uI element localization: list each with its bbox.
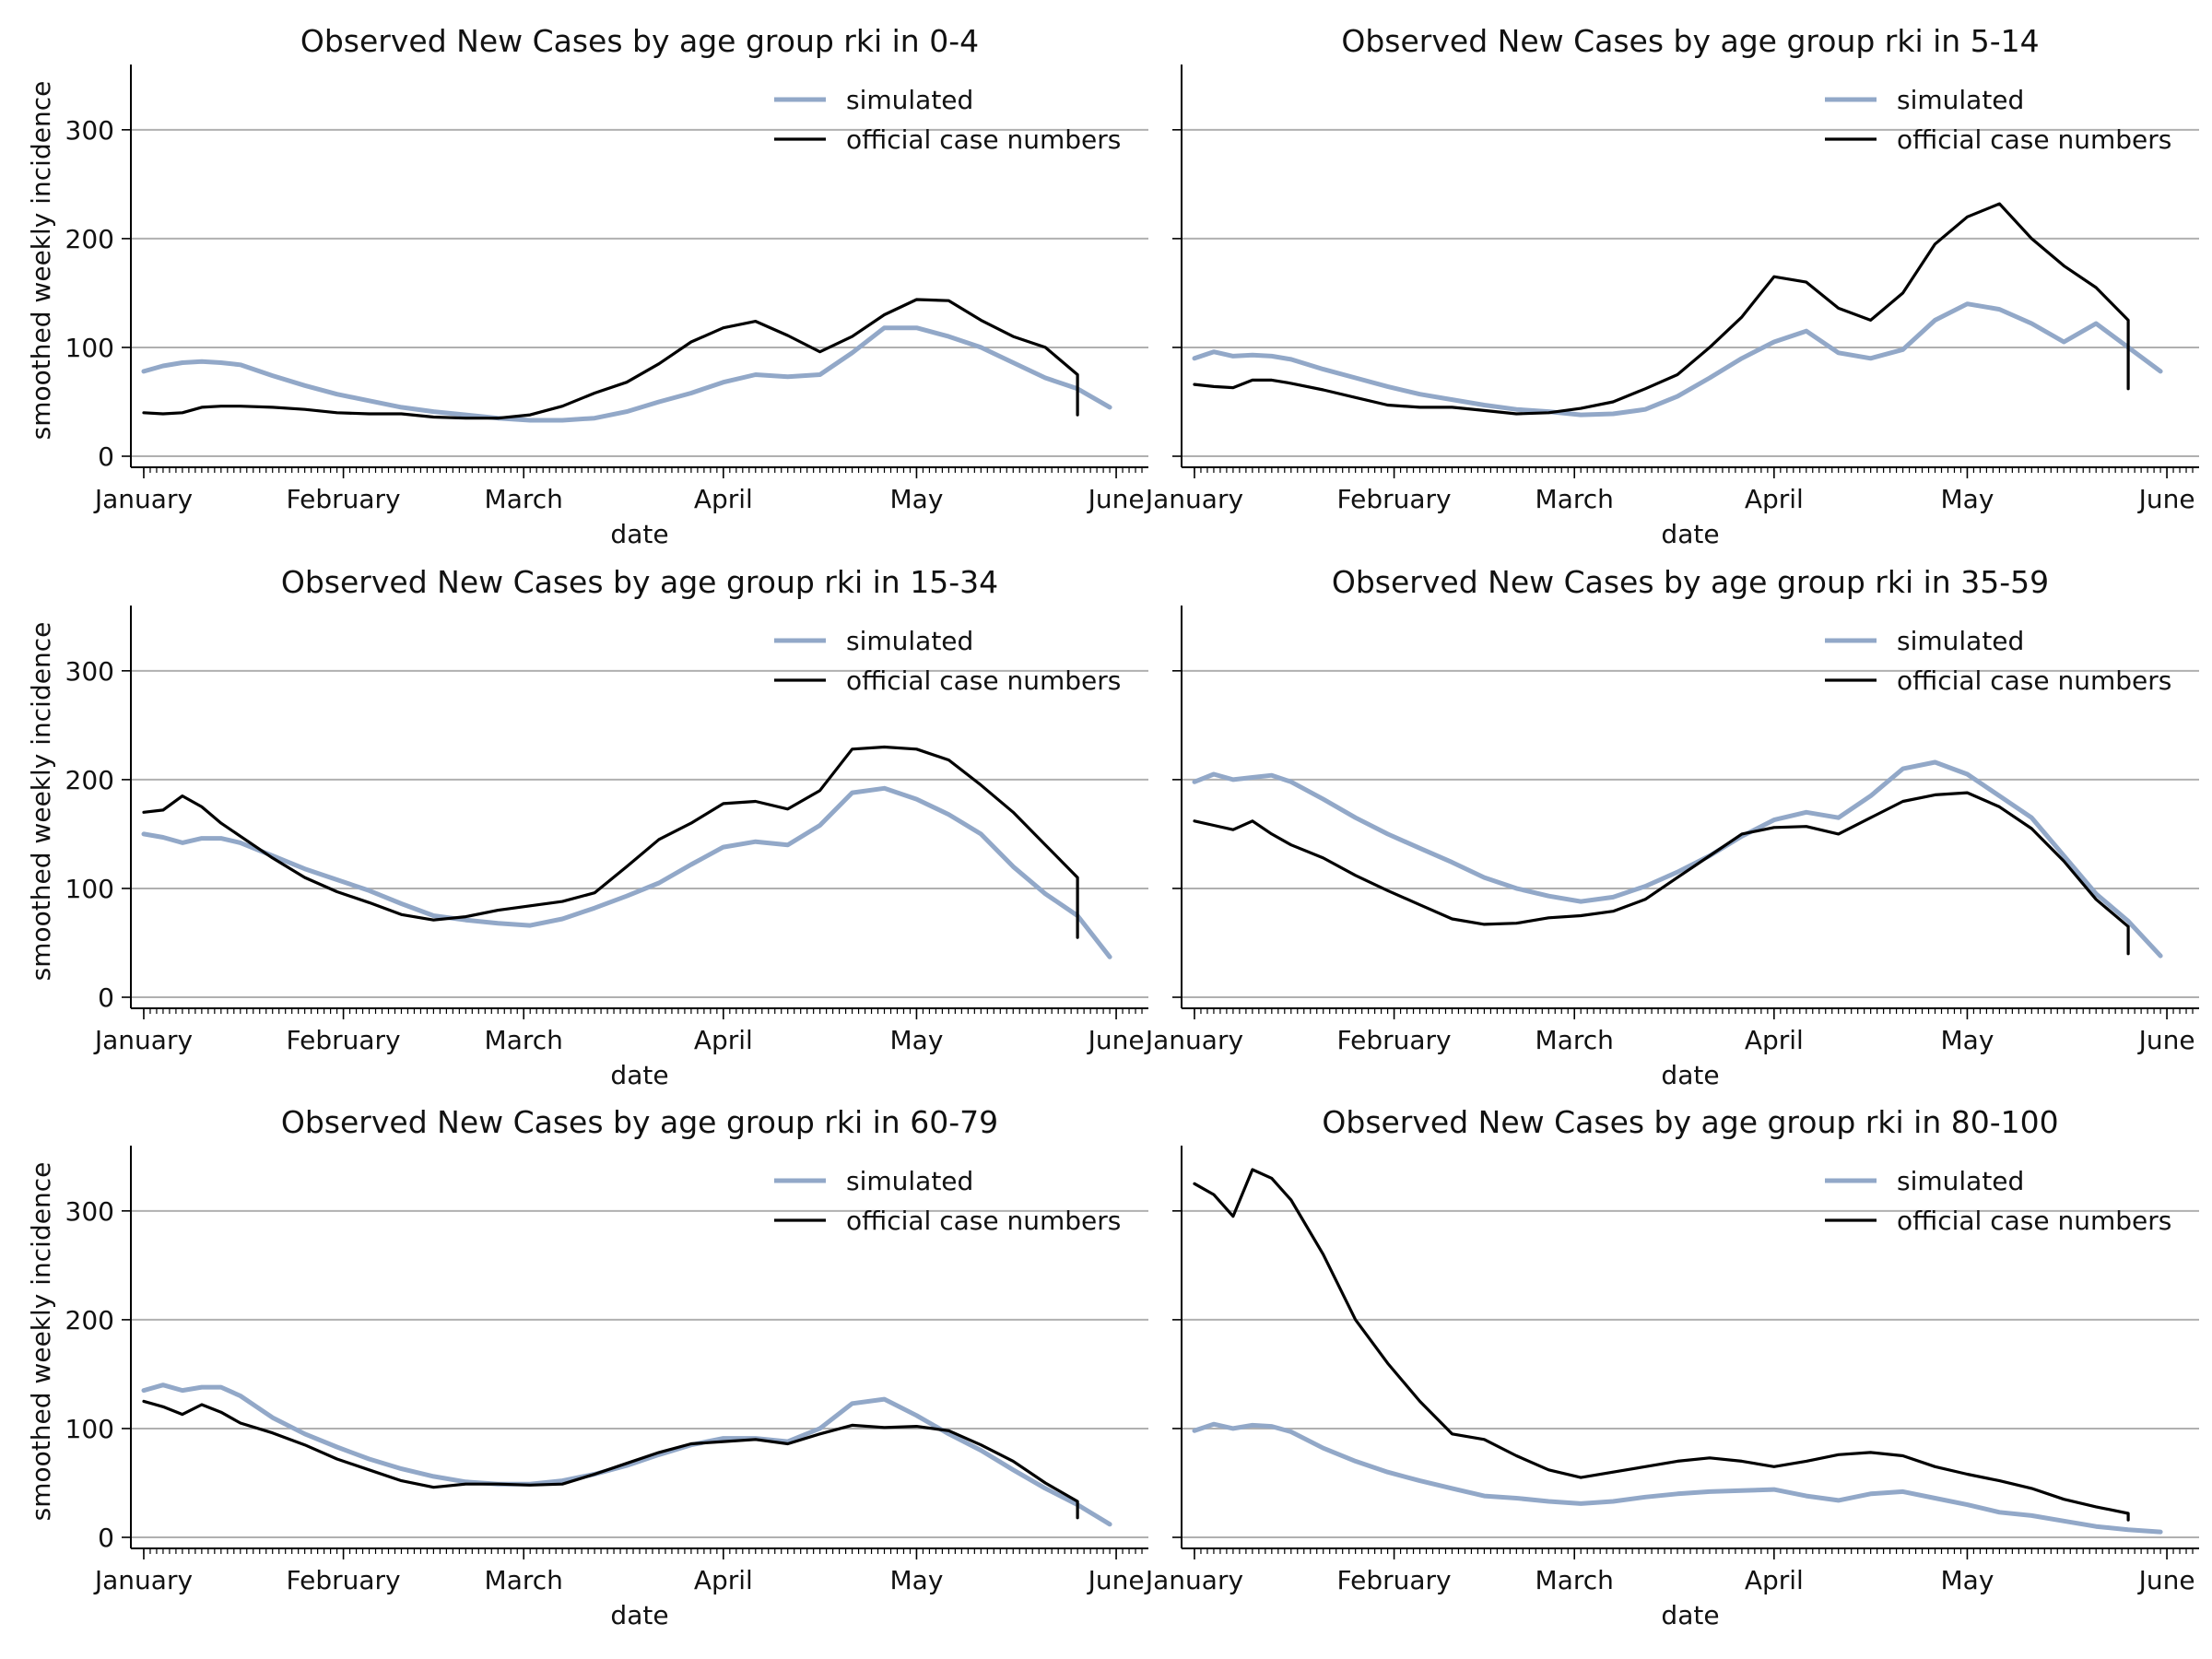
subplot-5: Observed New Cases by age group rki in 6… — [26, 1104, 1148, 1630]
x-tick-label: March — [485, 1025, 563, 1055]
legend-label: official case numbers — [1897, 1206, 2171, 1236]
subplot-4: Observed New Cases by age group rki in 3… — [1144, 564, 2199, 1090]
x-tick-label: March — [1535, 484, 1614, 514]
series-line-simulated — [1192, 759, 2163, 959]
subplot-title: Observed New Cases by age group rki in 3… — [1332, 564, 2049, 600]
legend-label: official case numbers — [1897, 665, 2171, 696]
legend-label: official case numbers — [846, 1206, 1121, 1236]
x-tick-label: February — [1337, 484, 1452, 514]
subplot-title: Observed New Cases by age group rki in 1… — [281, 564, 998, 600]
x-tick-label: January — [93, 1025, 193, 1055]
series-line-simulated — [141, 325, 1112, 423]
subplot-title: Observed New Cases by age group rki in 0… — [300, 23, 979, 59]
x-tick-label: May — [890, 484, 944, 514]
x-axis-label: date — [610, 519, 668, 549]
y-axis-label: smoothed weekly incidence — [26, 622, 56, 982]
y-tick-label: 100 — [65, 874, 114, 904]
x-axis-label: date — [1661, 519, 1719, 549]
x-tick-label: March — [1535, 1025, 1614, 1055]
legend-label: simulated — [846, 626, 973, 656]
x-tick-label: June — [2137, 484, 2195, 514]
y-tick-label: 100 — [65, 1414, 114, 1444]
series-line-official — [1193, 791, 2130, 956]
x-tick-label: January — [1144, 1025, 1243, 1055]
x-tick-label: April — [1745, 1025, 1804, 1055]
subplot-2: Observed New Cases by age group rki in 5… — [1144, 23, 2199, 549]
legend-label: official case numbers — [846, 124, 1121, 155]
x-axis-label: date — [1661, 1060, 1719, 1090]
x-tick-label: June — [1087, 1565, 1145, 1595]
x-tick-label: February — [287, 1025, 401, 1055]
x-tick-label: February — [287, 484, 401, 514]
y-tick-label: 200 — [65, 765, 114, 795]
x-tick-label: February — [1337, 1025, 1452, 1055]
x-tick-label: January — [93, 484, 193, 514]
x-tick-label: May — [890, 1565, 944, 1595]
x-tick-label: June — [1087, 1025, 1145, 1055]
legend-label: official case numbers — [846, 665, 1121, 696]
x-axis-label: date — [610, 1060, 668, 1090]
x-axis-label: date — [610, 1600, 668, 1630]
y-tick-label: 300 — [65, 115, 114, 146]
x-tick-label: April — [694, 1025, 753, 1055]
x-tick-label: May — [1941, 1025, 1994, 1055]
y-axis-label: smoothed weekly incidence — [26, 1162, 56, 1522]
y-tick-label: 300 — [65, 1196, 114, 1227]
series-line-simulated — [141, 785, 1112, 959]
x-tick-label: March — [485, 1565, 563, 1595]
y-tick-label: 300 — [65, 656, 114, 687]
series-line-official — [142, 298, 1079, 420]
series-line-official — [142, 1399, 1079, 1520]
x-tick-label: June — [2137, 1565, 2195, 1595]
y-tick-label: 100 — [65, 333, 114, 363]
legend-label: simulated — [846, 85, 973, 115]
legend-label: simulated — [846, 1166, 973, 1196]
y-tick-label: 0 — [98, 441, 114, 472]
x-tick-label: April — [1745, 484, 1804, 514]
legend-label: simulated — [1897, 85, 2024, 115]
subplot-title: Observed New Cases by age group rki in 5… — [1341, 23, 2039, 59]
y-tick-label: 200 — [65, 224, 114, 254]
legend-label: simulated — [1897, 1166, 2024, 1196]
x-tick-label: June — [1087, 484, 1145, 514]
x-tick-label: May — [890, 1025, 944, 1055]
x-tick-label: June — [2137, 1025, 2195, 1055]
x-tick-label: March — [1535, 1565, 1614, 1595]
y-tick-label: 0 — [98, 982, 114, 1013]
x-tick-label: January — [93, 1565, 193, 1595]
subplot-3: Observed New Cases by age group rki in 1… — [26, 564, 1148, 1090]
x-axis-label: date — [1661, 1600, 1719, 1630]
series-line-official — [1193, 202, 2130, 416]
x-tick-label: April — [694, 1565, 753, 1595]
x-tick-label: January — [1144, 1565, 1243, 1595]
x-tick-label: May — [1941, 1565, 1994, 1595]
series-line-simulated — [1192, 301, 2163, 418]
series-line-simulated — [1192, 1421, 2163, 1535]
x-tick-label: April — [1745, 1565, 1804, 1595]
x-tick-label: February — [287, 1565, 401, 1595]
subplot-title: Observed New Cases by age group rki in 8… — [1322, 1104, 2058, 1140]
x-tick-label: March — [485, 484, 563, 514]
y-axis-label: smoothed weekly incidence — [26, 81, 56, 441]
x-tick-label: May — [1941, 484, 1994, 514]
x-tick-label: January — [1144, 484, 1243, 514]
subplot-1: Observed New Cases by age group rki in 0… — [26, 23, 1148, 549]
y-tick-label: 200 — [65, 1305, 114, 1335]
legend-label: simulated — [1897, 626, 2024, 656]
subplot-title: Observed New Cases by age group rki in 6… — [281, 1104, 998, 1140]
series-line-official — [1193, 1168, 2130, 1522]
legend-label: official case numbers — [1897, 124, 2171, 155]
y-tick-label: 0 — [98, 1523, 114, 1553]
x-tick-label: April — [694, 484, 753, 514]
series-line-official — [142, 745, 1079, 939]
x-tick-label: February — [1337, 1565, 1452, 1595]
subplot-6: Observed New Cases by age group rki in 8… — [1144, 1104, 2199, 1630]
series-line-simulated — [141, 1382, 1112, 1527]
